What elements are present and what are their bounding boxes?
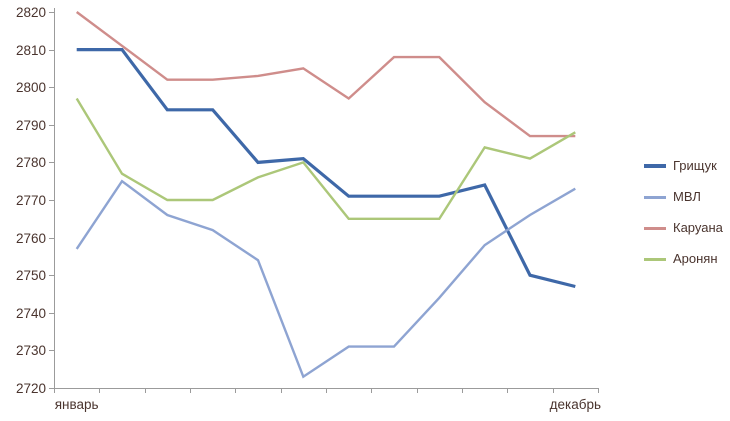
legend-label-aronian: Аронян: [673, 251, 718, 266]
legend-item-grischuk: Грищук: [644, 157, 723, 175]
y-axis-label: 2720: [16, 381, 46, 396]
y-axis-label: 2770: [16, 193, 46, 208]
series-line-caruana: [75, 11, 576, 138]
y-axis-label: 2730: [16, 343, 46, 358]
chart-legend: Грищук МВЛ Каруана Аронян: [644, 157, 723, 281]
legend-item-aronian: Аронян: [644, 250, 723, 268]
y-axis-label: 2740: [16, 306, 46, 321]
legend-label-caruana: Каруана: [673, 220, 723, 235]
series-line-aronian: [75, 97, 576, 221]
y-axis-label: 2810: [16, 43, 46, 58]
legend-label-mvl: МВЛ: [673, 189, 701, 204]
y-axis-label: 2800: [16, 80, 46, 95]
legend-swatch-aronian: [644, 257, 666, 261]
legend-swatch-grischuk: [644, 164, 666, 168]
legend-item-mvl: МВЛ: [644, 188, 723, 206]
legend-item-caruana: Каруана: [644, 219, 723, 237]
legend-swatch-caruana: [644, 226, 666, 230]
y-axis-label: 2820: [16, 5, 46, 20]
x-axis-label: январь: [55, 397, 99, 412]
y-axis-label: 2790: [16, 118, 46, 133]
legend-swatch-mvl: [644, 195, 666, 199]
y-axis-label: 2750: [16, 268, 46, 283]
y-axis-label: 2780: [16, 155, 46, 170]
legend-label-grischuk: Грищук: [673, 158, 717, 173]
series-line-grischuk: [76, 47, 576, 289]
series-line-mvl: [75, 179, 576, 379]
x-axis-label: декабрь: [550, 397, 601, 412]
y-axis-label: 2760: [16, 231, 46, 246]
